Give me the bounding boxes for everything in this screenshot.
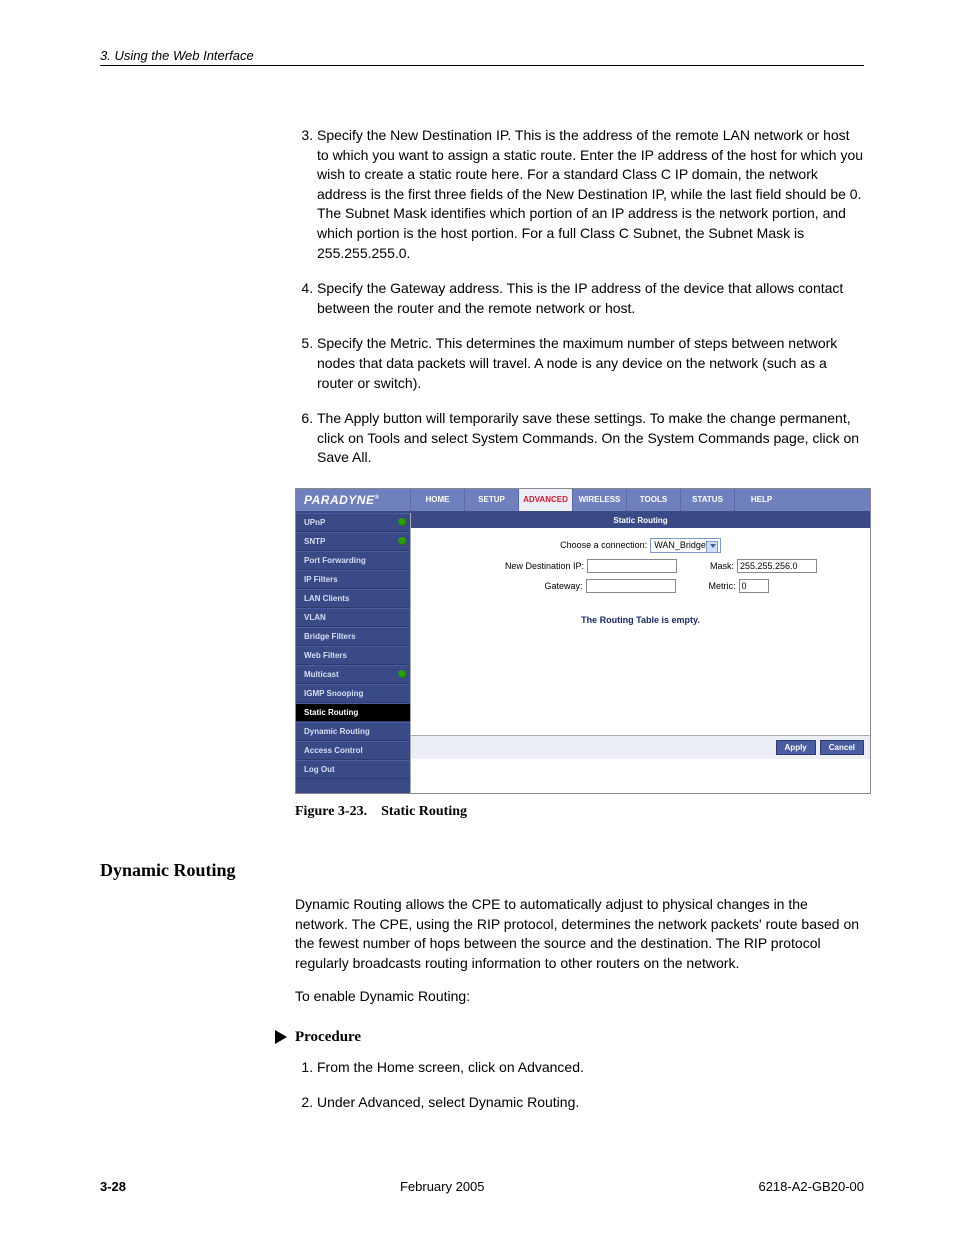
tab-setup[interactable]: SETUP xyxy=(464,489,518,511)
sidebar-item-log-out[interactable]: Log Out xyxy=(296,760,410,779)
sidebar-item-label: VLAN xyxy=(304,613,326,622)
sidebar-item-ip-filters[interactable]: IP Filters xyxy=(296,570,410,589)
sidebar-item-port-forwarding[interactable]: Port Forwarding xyxy=(296,551,410,570)
tab-home[interactable]: HOME xyxy=(410,489,464,511)
enable-intro: To enable Dynamic Routing: xyxy=(295,987,864,1007)
figure-caption: Figure 3-23. Static Routing xyxy=(295,804,864,820)
sidebar-item-lan-clients[interactable]: LAN Clients xyxy=(296,589,410,608)
paradyne-logo: PARADYNE® xyxy=(296,493,410,507)
sidebar-item-label: Bridge Filters xyxy=(304,632,356,641)
procedure-list: From the Home screen, click on Advanced.… xyxy=(295,1058,864,1113)
page-footer: 3-28 February 2005 6218-A2-GB20-00 xyxy=(100,1179,864,1194)
procedure-label: Procedure xyxy=(295,1029,361,1046)
tab-advanced[interactable]: ADVANCED xyxy=(518,489,572,511)
status-dot-icon xyxy=(398,537,406,545)
mask-input[interactable] xyxy=(737,559,817,573)
newdest-input[interactable] xyxy=(587,559,677,573)
sidebar-item-label: Log Out xyxy=(304,765,335,774)
step-5: Specify the Metric. This determines the … xyxy=(317,334,864,393)
sidebar-item-bridge-filters[interactable]: Bridge Filters xyxy=(296,627,410,646)
status-dot-icon xyxy=(398,518,406,526)
header-rule xyxy=(100,65,864,66)
sidebar-item-igmp-snooping[interactable]: IGMP Snooping xyxy=(296,684,410,703)
figure-container: PARADYNE® HOME SETUP ADVANCED WIRELESS T… xyxy=(295,488,864,820)
procedure-header: Procedure xyxy=(295,1029,864,1046)
sidebar-item-label: Static Routing xyxy=(304,708,358,717)
sidebar-item-label: Port Forwarding xyxy=(304,556,366,565)
metric-input[interactable] xyxy=(739,579,769,593)
dynamic-routing-para: Dynamic Routing allows the CPE to automa… xyxy=(295,895,864,973)
router-screenshot: PARADYNE® HOME SETUP ADVANCED WIRELESS T… xyxy=(295,488,871,794)
dynamic-routing-body: Dynamic Routing allows the CPE to automa… xyxy=(295,895,864,1007)
cancel-button[interactable]: Cancel xyxy=(820,740,864,755)
connection-select[interactable]: WAN_Bridge xyxy=(650,538,721,553)
screenshot-content: Static Routing Choose a connection: WAN_… xyxy=(410,513,870,793)
proc-step-2: Under Advanced, select Dynamic Routing. xyxy=(317,1093,864,1113)
gateway-label: Gateway: xyxy=(463,581,583,591)
sidebar-item-vlan[interactable]: VLAN xyxy=(296,608,410,627)
gateway-input[interactable] xyxy=(586,579,676,593)
sidebar-item-label: IGMP Snooping xyxy=(304,689,363,698)
sidebar-item-label: Web Filters xyxy=(304,651,347,660)
sidebar-item-label: Multicast xyxy=(304,670,339,679)
procedure-steps: From the Home screen, click on Advanced.… xyxy=(295,1058,864,1113)
chevron-down-icon xyxy=(710,544,716,548)
sidebar-item-static-routing[interactable]: Static Routing xyxy=(296,703,410,722)
tab-help[interactable]: HELP xyxy=(734,489,788,511)
footer-doc: 6218-A2-GB20-00 xyxy=(758,1179,864,1194)
sidebar-item-label: SNTP xyxy=(304,537,325,546)
step-4: Specify the Gateway address. This is the… xyxy=(317,279,864,318)
sidebar-item-label: Access Control xyxy=(304,746,363,755)
tab-status[interactable]: STATUS xyxy=(680,489,734,511)
breadcrumb: 3. Using the Web Interface xyxy=(100,48,254,63)
proc-step-1: From the Home screen, click on Advanced. xyxy=(317,1058,864,1078)
sidebar-item-access-control[interactable]: Access Control xyxy=(296,741,410,760)
footer-date: February 2005 xyxy=(400,1179,485,1194)
choose-connection-label: Choose a connection: xyxy=(560,540,647,550)
page-header: 3. Using the Web Interface xyxy=(100,48,864,63)
mask-label: Mask: xyxy=(710,561,734,571)
sidebar-item-label: Dynamic Routing xyxy=(304,727,370,736)
sidebar-item-web-filters[interactable]: Web Filters xyxy=(296,646,410,665)
main-body: Specify the New Destination IP. This is … xyxy=(295,126,864,468)
sidebar-item-upnp[interactable]: UPnP xyxy=(296,513,410,532)
routing-empty-msg: The Routing Table is empty. xyxy=(429,615,852,625)
apply-button[interactable]: Apply xyxy=(776,740,816,755)
sidebar-item-sntp[interactable]: SNTP xyxy=(296,532,410,551)
play-icon xyxy=(275,1030,287,1044)
instruction-list: Specify the New Destination IP. This is … xyxy=(295,126,864,468)
metric-label: Metric: xyxy=(709,581,736,591)
sidebar-item-dynamic-routing[interactable]: Dynamic Routing xyxy=(296,722,410,741)
tab-tools[interactable]: TOOLS xyxy=(626,489,680,511)
newdest-label: New Destination IP: xyxy=(464,561,584,571)
status-dot-icon xyxy=(398,670,406,678)
screenshot-topbar: PARADYNE® HOME SETUP ADVANCED WIRELESS T… xyxy=(296,489,870,511)
sidebar-item-label: UPnP xyxy=(304,518,325,527)
sidebar-item-multicast[interactable]: Multicast xyxy=(296,665,410,684)
sidebar-item-label: LAN Clients xyxy=(304,594,349,603)
screenshot-sidebar: UPnP SNTP Port Forwarding IP Filters LAN Cli… xyxy=(296,513,410,793)
step-3: Specify the New Destination IP. This is … xyxy=(317,126,864,263)
screenshot-footer: Apply Cancel xyxy=(411,735,870,759)
sidebar-item-label: IP Filters xyxy=(304,575,338,584)
step-6: The Apply button will temporarily save t… xyxy=(317,409,864,468)
content-title: Static Routing xyxy=(411,513,870,528)
tab-wireless[interactable]: WIRELESS xyxy=(572,489,626,511)
dynamic-routing-heading: Dynamic Routing xyxy=(100,860,864,881)
page-number: 3-28 xyxy=(100,1179,126,1194)
